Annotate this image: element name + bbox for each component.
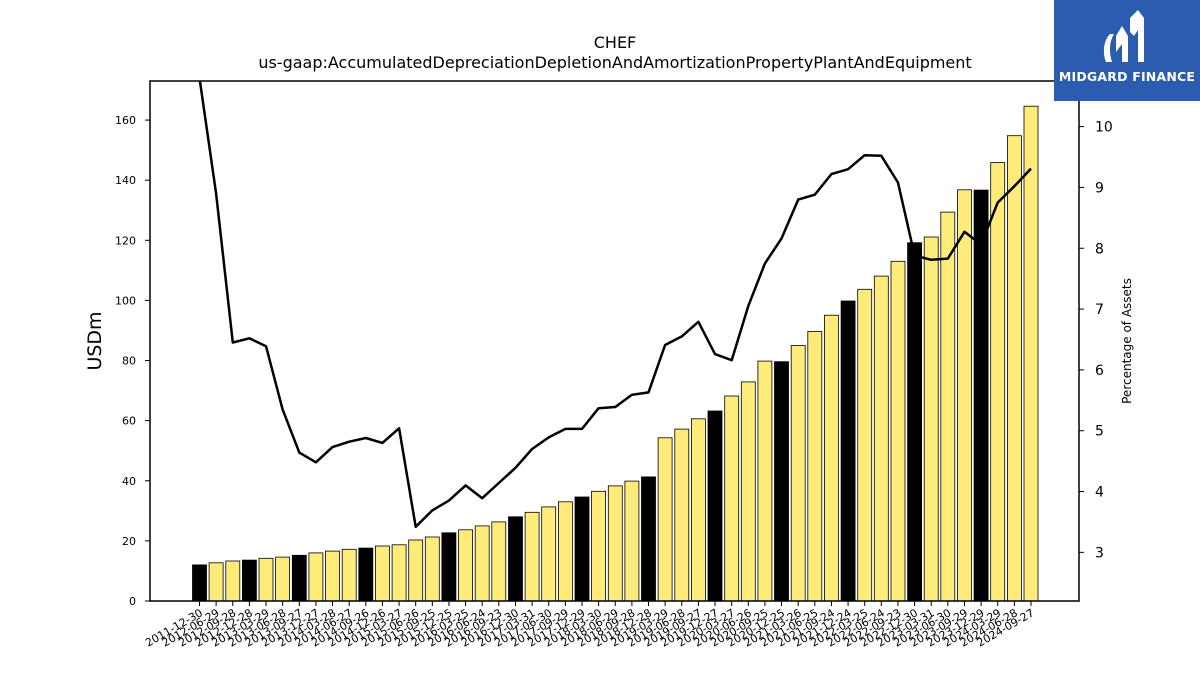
bar-2012-12-28 (241, 559, 257, 602)
bar-2024-03-29 (990, 162, 1006, 602)
bar-2016-06-24 (474, 525, 490, 602)
bar-2014-03-28 (325, 550, 340, 602)
y2-tick-label: 3 (1095, 545, 1104, 561)
bar-2019-06-28 (674, 428, 690, 602)
bar-2011-12-30 (192, 564, 207, 602)
y-tick-label: 140 (115, 174, 136, 187)
y2-tick-label: 10 (1095, 120, 1113, 136)
bar-2017-06-30 (541, 506, 557, 602)
y-tick-label: 20 (122, 535, 136, 548)
y2-tick-label: 8 (1095, 241, 1104, 257)
bar-2018-06-29 (607, 485, 623, 602)
bar-2016-12-30 (508, 516, 523, 602)
plot-frame (149, 80, 1080, 602)
bar-2022-12-30 (907, 242, 922, 602)
y-tick-label: 100 (115, 294, 136, 307)
y2-axis: 3 4 5 6 7 8 9 10 (1079, 120, 1113, 561)
bar-2015-06-26 (408, 539, 424, 602)
line-group (198, 81, 1032, 529)
bar-2014-12-26 (374, 545, 390, 602)
y-tick-label: 80 (122, 355, 136, 368)
bar-2017-09-29 (558, 501, 573, 602)
y-tick-label: 60 (122, 415, 136, 428)
bar-2012-09-28 (225, 560, 241, 602)
bars-group (192, 105, 1039, 602)
y-tick-label: 160 (115, 114, 136, 127)
bar-2013-12-27 (308, 552, 324, 602)
bar-2013-09-27 (291, 554, 307, 602)
bar-2017-03-31 (524, 511, 540, 602)
bar-2019-12-27 (707, 410, 723, 602)
y-tick-label: 120 (115, 234, 136, 247)
bar-2018-12-28 (641, 476, 656, 602)
bar-2023-09-29 (957, 189, 972, 602)
bar-2015-12-25 (441, 532, 457, 602)
bar-2015-09-25 (424, 536, 440, 602)
logo-text: MIDGARD FINANCE (1058, 69, 1196, 84)
bar-2022-09-23 (890, 260, 906, 602)
y2-tick-label: 9 (1095, 180, 1104, 196)
y2-tick-label: 5 (1095, 424, 1104, 440)
bar-2023-03-31 (923, 236, 939, 602)
bar-2019-09-27 (691, 418, 706, 602)
x-axis: 2011-12-302012-06-292012-09-282012-12-28… (143, 601, 1037, 650)
bar-2017-12-29 (574, 496, 590, 602)
bar-2016-03-25 (458, 529, 474, 602)
bar-2014-06-27 (341, 548, 357, 602)
y-tick-label: 0 (129, 595, 136, 608)
bar-2013-03-29 (258, 557, 274, 602)
bar-2020-03-27 (724, 395, 740, 602)
bar-2022-03-25 (857, 288, 873, 602)
bar-2020-09-25 (757, 360, 773, 602)
bar-2024-09-27 (1023, 105, 1039, 602)
bar-2014-09-26 (358, 547, 374, 602)
bar-2023-06-30 (940, 211, 956, 602)
y2-tick-label: 7 (1095, 302, 1104, 318)
bar-2016-09-23 (491, 521, 507, 602)
bar-2019-03-29 (657, 437, 673, 602)
bar-2020-06-26 (740, 381, 756, 602)
midgard-finance-logo: MIDGARD FINANCE (1054, 0, 1200, 101)
bar-2013-06-28 (275, 556, 291, 602)
y2-tick-label: 6 (1095, 363, 1104, 379)
bar-2018-09-28 (624, 480, 640, 602)
y-axis-label: USDm (84, 311, 106, 370)
y2-axis-label: Percentage of Assets (1120, 278, 1134, 404)
bar-2018-03-30 (591, 490, 606, 602)
chart-title: CHEF (594, 33, 637, 52)
bar-2012-06-29 (208, 562, 224, 602)
bar-2023-12-29 (973, 189, 989, 602)
bar-2021-09-24 (824, 314, 839, 602)
bar-2022-06-24 (873, 275, 889, 602)
y-tick-label: 40 (122, 475, 136, 488)
y-axis: 0 20 40 60 80 100 120 140 160 (115, 114, 150, 608)
chart-subtitle: us-gaap:AccumulatedDepreciationDepletion… (258, 53, 971, 72)
bar-2024-06-28 (1007, 135, 1022, 602)
bar-2021-06-25 (807, 330, 823, 602)
y2-tick-label: 4 (1095, 485, 1104, 501)
percentage-line (198, 81, 1032, 529)
bar-2021-12-24 (840, 300, 856, 602)
bar-2020-12-25 (774, 361, 789, 602)
midgard-logo-icon (1103, 10, 1144, 62)
bar-2021-03-26 (790, 345, 806, 602)
bar-2015-03-27 (391, 544, 407, 602)
